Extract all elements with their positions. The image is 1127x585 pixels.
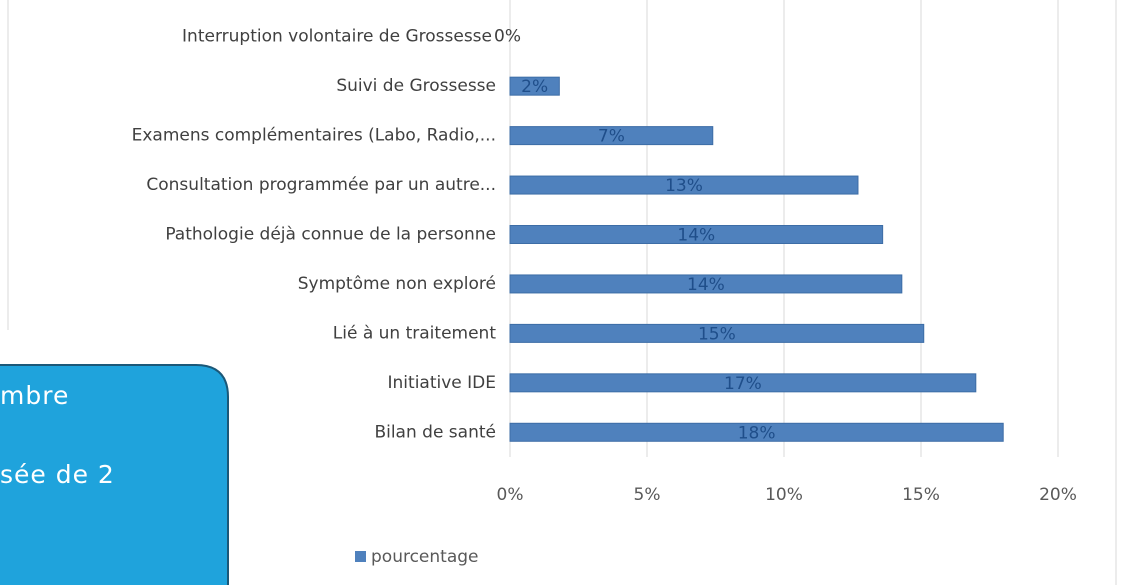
bar [509,225,884,244]
value-label: 17% [724,374,762,394]
value-label: 0% [494,27,521,47]
x-tick-label: 15% [902,485,940,505]
bar [509,175,859,195]
value-label: 2% [521,77,548,97]
y-tick-label: Suivi de Grossesse [336,76,496,96]
y-tick-label: Initiative IDE [388,373,496,393]
overlay-text: sée de 2 [0,460,115,489]
value-label: 14% [687,275,725,295]
y-tick-label: Interruption volontaire de Grossesse [182,27,492,47]
legend-swatch [355,551,366,562]
x-tick-label: 10% [765,485,803,505]
overlay-box: mbre sée de 2 [0,364,229,585]
bar [509,373,977,393]
y-tick-label: Bilan de santé [374,422,496,442]
value-label: 7% [598,127,625,147]
plot: 0% 5% 10% 15% 20% Interruption volontaire de … [132,0,1077,567]
value-label: 18% [738,423,776,443]
legend-label: pourcentage [371,547,479,567]
value-label: 14% [677,226,715,246]
x-tick-label: 0% [497,485,524,505]
x-tick-label: 5% [634,485,661,505]
bar [509,422,1004,442]
x-tick-label: 20% [1039,485,1077,505]
y-tick-label: Pathologie déjà connue de la personne [165,225,496,245]
overlay-text: mbre [0,381,69,410]
bar [509,126,714,146]
value-label: 13% [665,176,703,196]
bar [509,274,903,294]
y-tick-label: Lié à un traitement [333,323,497,343]
overlay-shape [0,364,229,585]
y-tick-label: Examens complémentaires (Labo, Radio,... [132,126,496,146]
value-label: 15% [698,324,736,344]
y-tick-label: Symptôme non exploré [298,274,496,294]
bar [509,323,925,343]
y-tick-label: Consultation programmée par un autre... [146,175,496,195]
bar [509,76,560,96]
